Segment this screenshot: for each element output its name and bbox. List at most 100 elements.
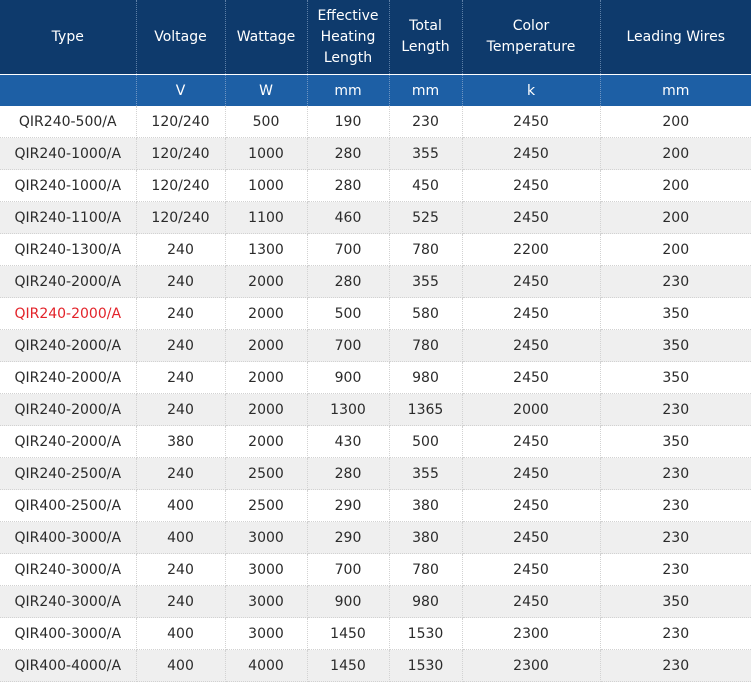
cell-type: QIR400-3000/A: [0, 521, 137, 554]
cell-type: QIR240-2000/A: [0, 393, 137, 426]
cell-effective-heating-length: 900: [307, 585, 390, 618]
cell-leading-wires: 230: [600, 393, 751, 426]
cell-color-temperature: 2450: [462, 297, 601, 330]
cell-effective-heating-length: 1450: [307, 649, 390, 682]
table-row: QIR240-1000/A 120/240 1000 280 450 2450 200: [0, 169, 751, 202]
cell-leading-wires: 230: [600, 617, 751, 650]
cell-total-length: 1530: [389, 649, 463, 682]
cell-type: QIR240-1000/A: [0, 137, 137, 170]
cell-total-length: 780: [389, 329, 463, 362]
cell-voltage: 240: [136, 393, 226, 426]
header-voltage: Voltage: [136, 0, 226, 75]
table-row: QIR240-2000/A 240 2000 500 580 2450 350: [0, 297, 751, 330]
table-row: QIR240-3000/A 240 3000 900 980 2450 350: [0, 585, 751, 618]
cell-type: QIR240-3000/A: [0, 553, 137, 586]
cell-voltage: 120/240: [136, 201, 226, 234]
cell-type: QIR240-500/A: [0, 106, 137, 138]
cell-color-temperature: 2450: [462, 329, 601, 362]
cell-leading-wires: 230: [600, 521, 751, 554]
cell-wattage: 2000: [225, 329, 308, 362]
unit-voltage: V: [136, 74, 226, 106]
cell-total-length: 580: [389, 297, 463, 330]
cell-total-length: 980: [389, 361, 463, 394]
cell-total-length: 355: [389, 265, 463, 298]
table-row: QIR240-1100/A 120/240 1100 460 525 2450 200: [0, 201, 751, 234]
cell-leading-wires: 350: [600, 585, 751, 618]
cell-effective-heating-length: 500: [307, 297, 390, 330]
cell-type: QIR400-2500/A: [0, 489, 137, 522]
header-type: Type: [0, 0, 137, 75]
cell-effective-heating-length: 430: [307, 425, 390, 458]
cell-effective-heating-length: 1450: [307, 617, 390, 650]
cell-wattage: 1100: [225, 201, 308, 234]
unit-color-temperature: k: [462, 74, 601, 106]
cell-color-temperature: 2450: [462, 425, 601, 458]
cell-leading-wires: 350: [600, 297, 751, 330]
cell-wattage: 2000: [225, 425, 308, 458]
table-row: QIR400-3000/A 400 3000 290 380 2450 230: [0, 521, 751, 554]
cell-voltage: 240: [136, 361, 226, 394]
cell-type: QIR240-2000/A: [0, 425, 137, 458]
cell-type: QIR240-2500/A: [0, 457, 137, 490]
cell-total-length: 355: [389, 457, 463, 490]
cell-wattage: 1000: [225, 169, 308, 202]
cell-effective-heating-length: 700: [307, 553, 390, 586]
cell-total-length: 780: [389, 233, 463, 266]
cell-color-temperature: 2450: [462, 489, 601, 522]
header-effective-heating-length: Effective Heating Length: [307, 0, 390, 75]
cell-voltage: 240: [136, 265, 226, 298]
cell-effective-heating-length: 280: [307, 457, 390, 490]
cell-leading-wires: 350: [600, 425, 751, 458]
cell-type: QIR400-4000/A: [0, 649, 137, 682]
cell-total-length: 230: [389, 106, 463, 138]
cell-leading-wires: 200: [600, 169, 751, 202]
cell-wattage: 2000: [225, 361, 308, 394]
unit-leading-wires: mm: [600, 74, 751, 106]
cell-wattage: 2000: [225, 265, 308, 298]
cell-color-temperature: 2450: [462, 585, 601, 618]
table-row: QIR240-1300/A 240 1300 700 780 2200 200: [0, 233, 751, 266]
cell-total-length: 1530: [389, 617, 463, 650]
cell-total-length: 780: [389, 553, 463, 586]
cell-leading-wires: 230: [600, 553, 751, 586]
cell-effective-heating-length: 700: [307, 329, 390, 362]
header-row: Type Voltage Wattage Effective Heating L…: [0, 0, 751, 75]
table-row: QIR240-2000/A 240 2000 700 780 2450 350: [0, 329, 751, 362]
cell-type: QIR400-3000/A: [0, 617, 137, 650]
table-row: QIR240-2000/A 380 2000 430 500 2450 350: [0, 425, 751, 458]
cell-type: QIR240-1100/A: [0, 201, 137, 234]
table-row: QIR240-2000/A 240 2000 1300 1365 2000 230: [0, 393, 751, 426]
cell-voltage: 400: [136, 521, 226, 554]
header-wattage: Wattage: [225, 0, 308, 75]
table-row: QIR240-500/A 120/240 500 190 230 2450 200: [0, 106, 751, 138]
cell-wattage: 1000: [225, 137, 308, 170]
cell-voltage: 400: [136, 489, 226, 522]
cell-total-length: 355: [389, 137, 463, 170]
cell-total-length: 500: [389, 425, 463, 458]
cell-voltage: 240: [136, 233, 226, 266]
cell-wattage: 3000: [225, 617, 308, 650]
cell-type: QIR240-2000/A: [0, 297, 137, 330]
cell-total-length: 450: [389, 169, 463, 202]
cell-type: QIR240-1300/A: [0, 233, 137, 266]
cell-color-temperature: 2450: [462, 521, 601, 554]
cell-voltage: 240: [136, 553, 226, 586]
cell-voltage: 240: [136, 297, 226, 330]
cell-voltage: 120/240: [136, 106, 226, 138]
cell-type: QIR240-1000/A: [0, 169, 137, 202]
cell-effective-heating-length: 1300: [307, 393, 390, 426]
cell-voltage: 120/240: [136, 169, 226, 202]
cell-wattage: 2000: [225, 393, 308, 426]
cell-effective-heating-length: 280: [307, 137, 390, 170]
cell-wattage: 2000: [225, 297, 308, 330]
cell-total-length: 1365: [389, 393, 463, 426]
table-header: Type Voltage Wattage Effective Heating L…: [0, 0, 751, 106]
table-row: QIR240-2000/A 240 2000 280 355 2450 230: [0, 265, 751, 298]
cell-color-temperature: 2450: [462, 265, 601, 298]
table-row: QIR240-2500/A 240 2500 280 355 2450 230: [0, 457, 751, 490]
cell-color-temperature: 2450: [462, 106, 601, 138]
cell-total-length: 380: [389, 521, 463, 554]
cell-voltage: 380: [136, 425, 226, 458]
cell-color-temperature: 2300: [462, 649, 601, 682]
